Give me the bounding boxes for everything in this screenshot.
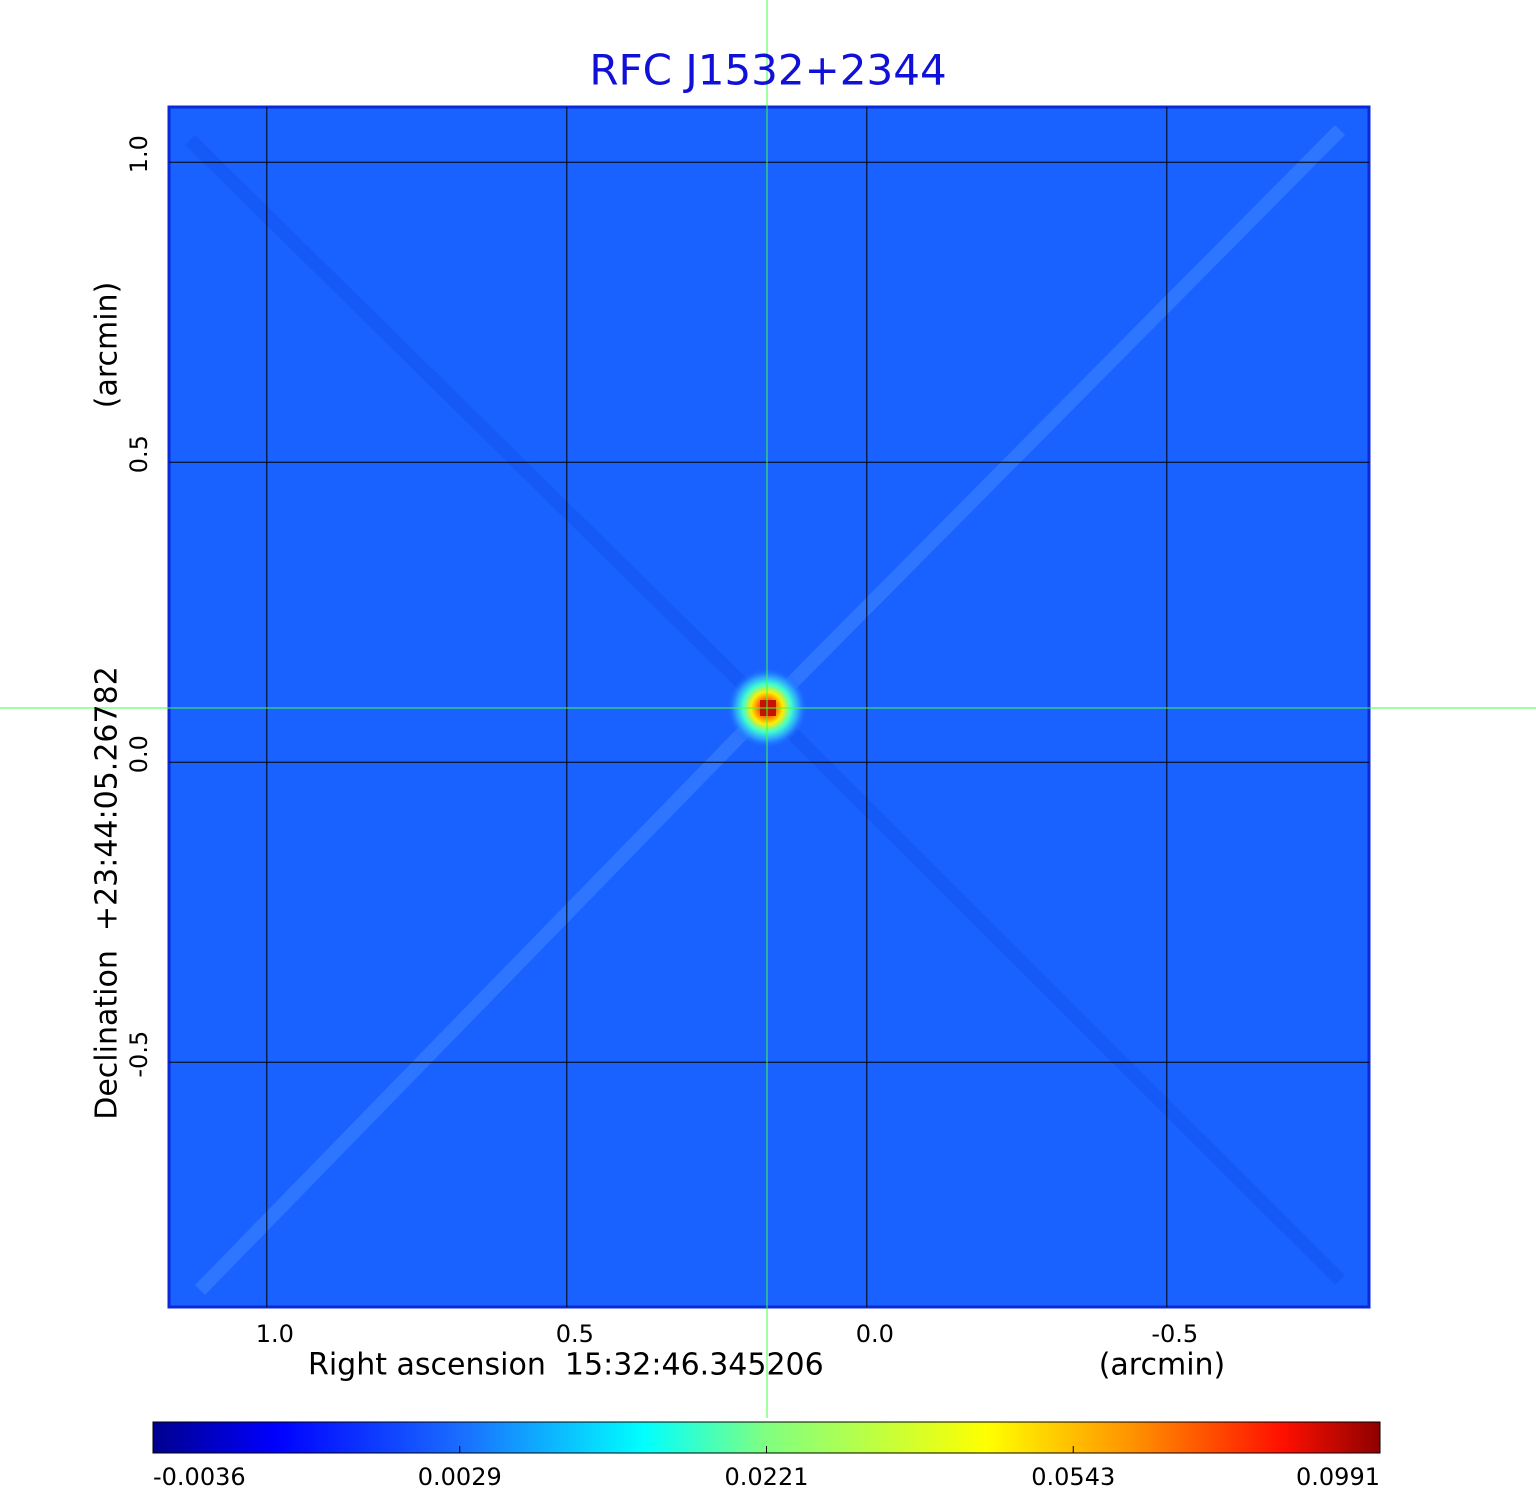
- y-tick-label: 0.5: [125, 435, 153, 473]
- y-axis-unit: (arcmin): [90, 282, 125, 409]
- y-tick-label: 1.0: [125, 135, 153, 173]
- x-tick-label: 0.5: [556, 1320, 594, 1348]
- colorbar-tick-label: -0.0036: [153, 1463, 246, 1491]
- y-tick-label: 0.0: [125, 735, 153, 773]
- x-tick-label: 1.0: [256, 1320, 294, 1348]
- colorbar-tick-label: 0.0543: [1031, 1463, 1115, 1491]
- chart-title: RFC J1532+2344: [589, 46, 946, 95]
- colorbar-tick-label: 0.0029: [418, 1463, 502, 1491]
- x-tick-label: 0.0: [856, 1320, 894, 1348]
- x-axis-label: Right ascension 15:32:46.345206: [308, 1348, 824, 1383]
- y-tick-label: -0.5: [125, 1031, 153, 1078]
- x-axis-unit: (arcmin): [1099, 1348, 1226, 1383]
- colorbar-tick-label: 0.0991: [1296, 1463, 1380, 1491]
- sidelobes: [185, 125, 1345, 1295]
- y-axis-label: Declination +23:44:05.26782: [90, 666, 125, 1120]
- colorbar-tick-label: 0.0221: [725, 1463, 809, 1491]
- x-tick-label: -0.5: [1151, 1320, 1198, 1348]
